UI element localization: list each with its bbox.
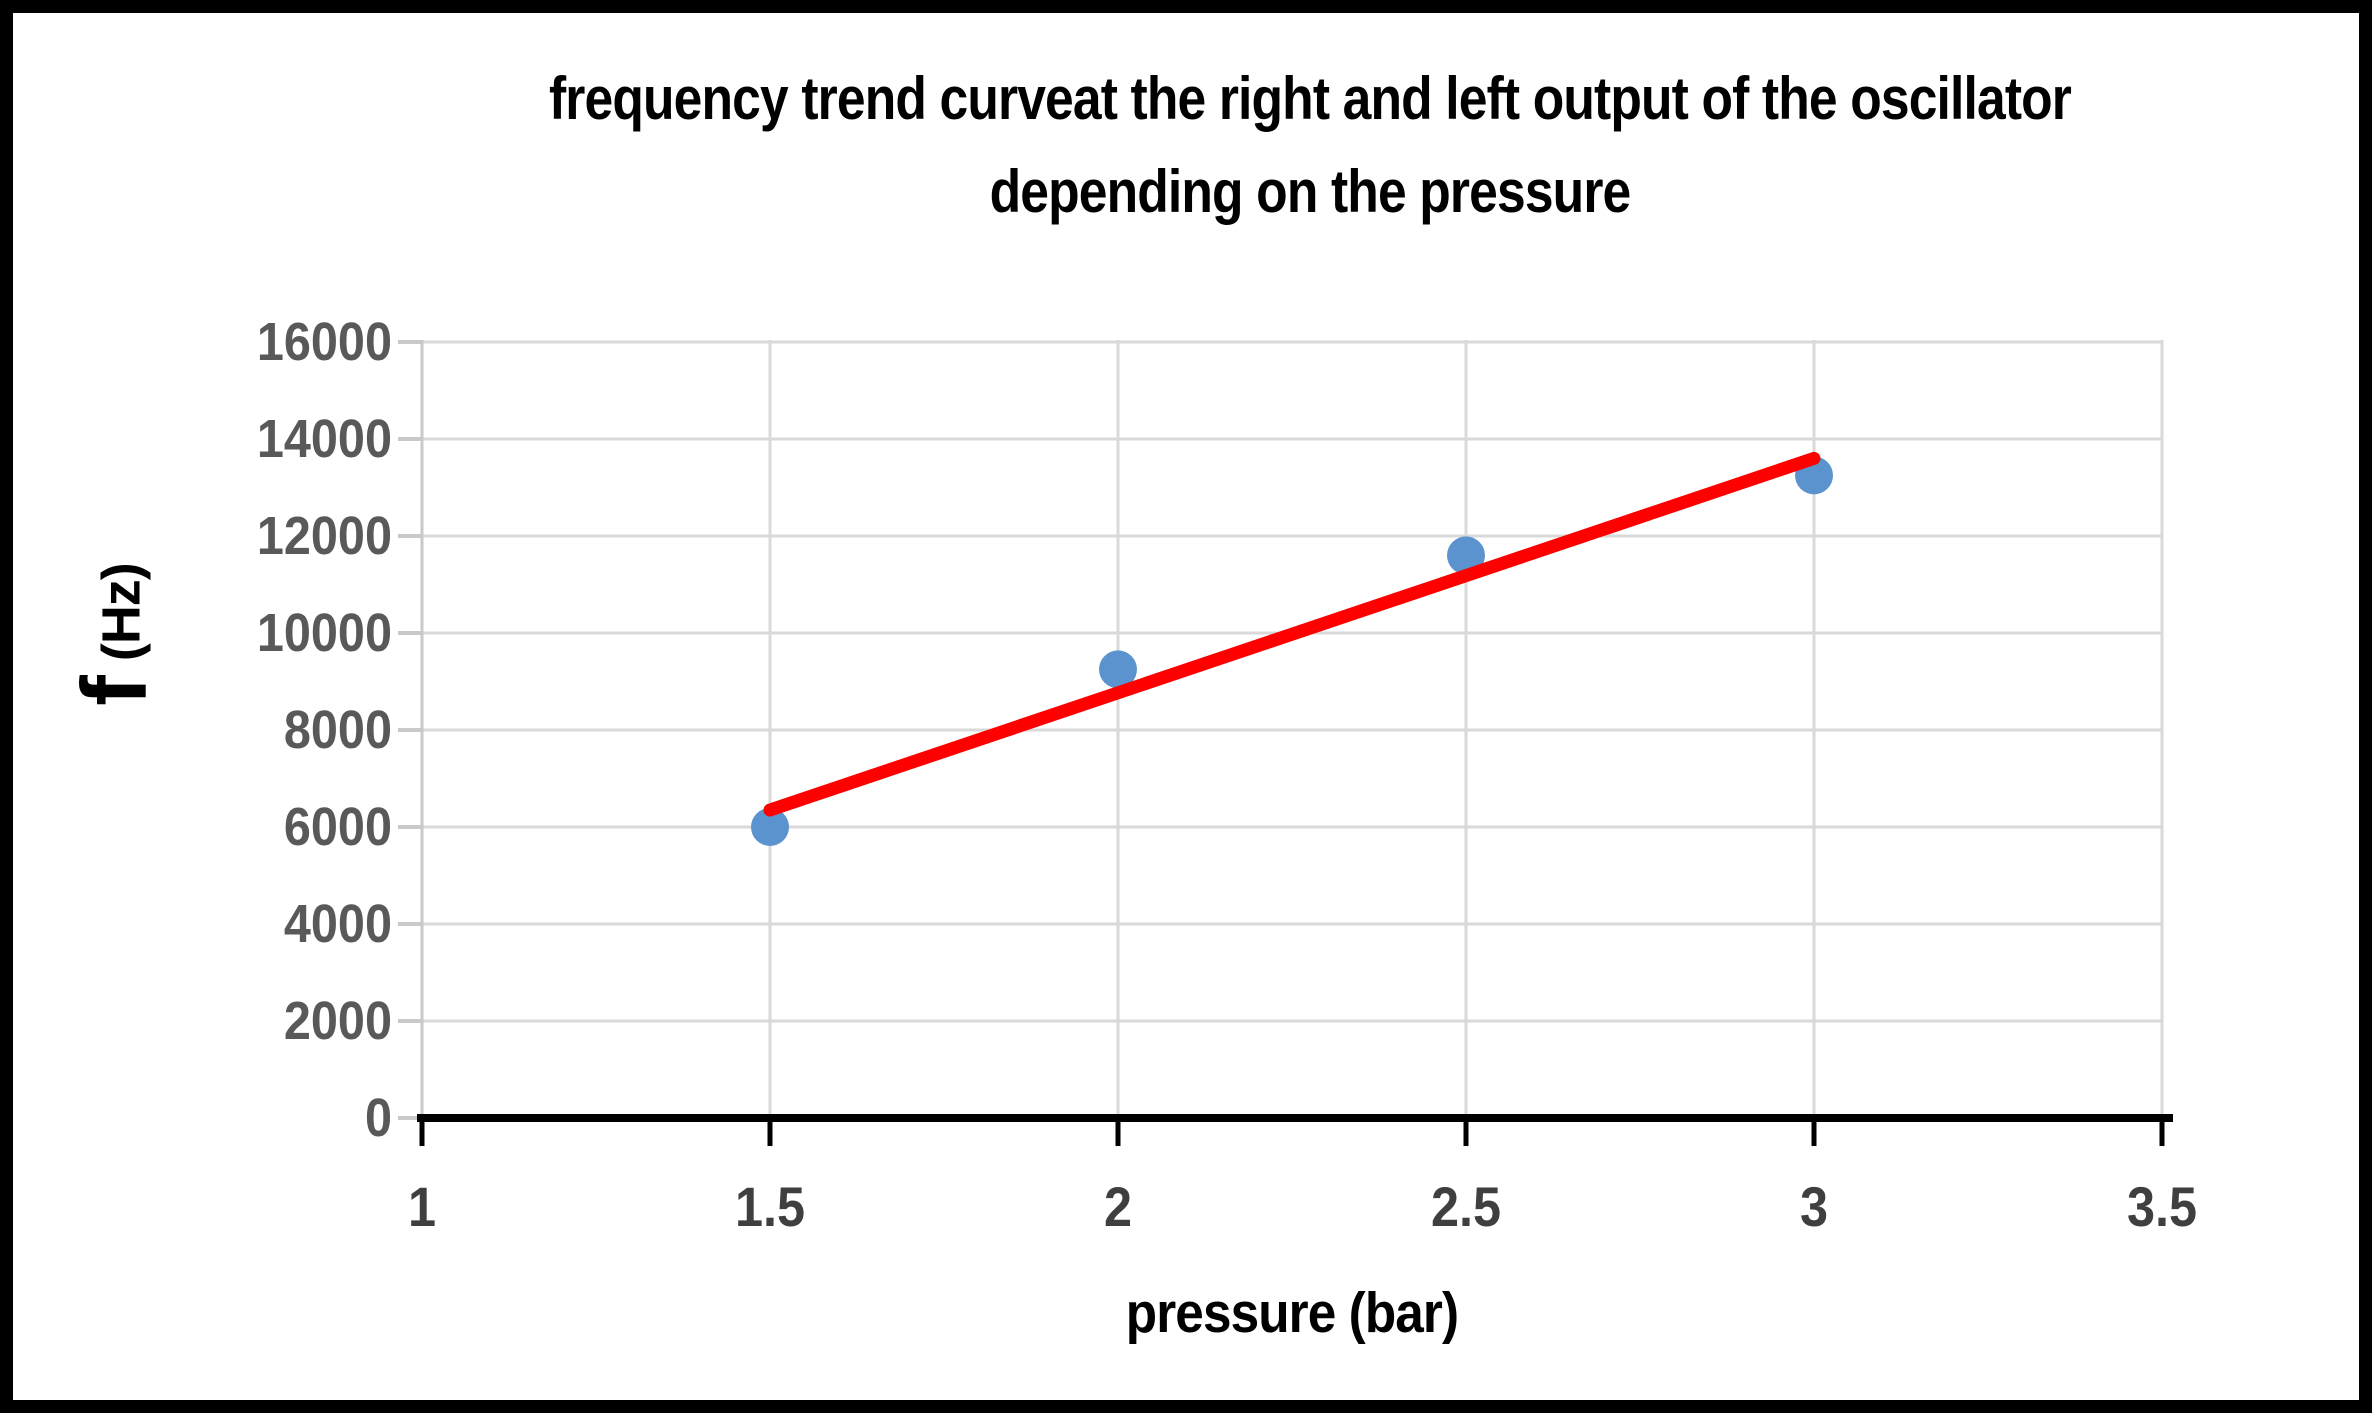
y-tick-label: 16000 — [256, 312, 392, 372]
y-axis-title: f (Hz) — [53, 335, 178, 935]
y-tick-label: 10000 — [256, 603, 392, 663]
data-point — [751, 808, 789, 846]
y-tick-label: 8000 — [283, 700, 392, 760]
x-tick-label: 3 — [1799, 1175, 1829, 1238]
y-tick-label: 12000 — [256, 506, 392, 566]
x-tick-label: 1.5 — [734, 1175, 806, 1238]
y-axis-title-symbol: f — [63, 675, 166, 706]
x-tick-label: 1 — [407, 1175, 437, 1238]
x-tick-label: 3.5 — [2126, 1175, 2198, 1238]
trend-line — [763, 451, 1821, 817]
x-tick-label: 2.5 — [1430, 1175, 1502, 1238]
y-tick-label: 0 — [364, 1088, 392, 1148]
chart-title-line2: depending on the pressure — [989, 158, 1632, 225]
y-tick-label: 14000 — [256, 409, 392, 469]
chart-title: frequency trend curveat the right and le… — [510, 52, 2110, 238]
y-axis-title-unit: (Hz) — [91, 563, 152, 676]
chart-title-line1: frequency trend curveat the right and le… — [548, 65, 2072, 132]
x-tick-label: 2 — [1103, 1175, 1133, 1238]
data-point — [1099, 650, 1137, 689]
data-point — [1447, 536, 1485, 575]
y-tick-label: 4000 — [283, 894, 392, 954]
y-tick-label: 2000 — [283, 991, 392, 1051]
x-axis-title: pressure (bar) — [1125, 1281, 1459, 1345]
y-tick-label: 6000 — [283, 797, 392, 857]
